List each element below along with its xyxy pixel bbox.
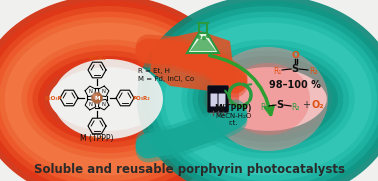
Text: PO₃R₂: PO₃R₂ [88,56,106,60]
Text: S: S [276,100,284,110]
FancyBboxPatch shape [208,85,228,113]
Polygon shape [53,59,163,139]
Text: M: M [94,96,100,100]
Text: R = Et, H: R = Et, H [138,68,170,74]
Polygon shape [226,63,310,135]
Text: Soluble and reusable porphyrin photocatalysts: Soluble and reusable porphyrin photocata… [34,163,344,176]
Polygon shape [187,33,219,53]
Polygon shape [208,47,328,151]
Circle shape [203,37,206,39]
Circle shape [92,93,102,103]
Circle shape [93,94,98,98]
Text: M(TPPP): M(TPPP) [214,104,252,113]
Text: r.t.: r.t. [228,120,238,126]
Text: S: S [291,64,299,74]
Polygon shape [190,39,216,51]
Text: R₂: R₂ [309,68,317,77]
Text: R₁: R₁ [273,68,281,77]
Text: N: N [101,89,105,94]
Circle shape [206,35,209,37]
Text: O: O [291,50,299,60]
Text: MeCN-H₂O: MeCN-H₂O [215,113,251,119]
Text: +: + [302,100,310,110]
FancyBboxPatch shape [218,94,226,106]
Text: R₂: R₂ [292,102,300,111]
Text: R₁: R₁ [260,102,268,111]
Polygon shape [150,31,235,91]
Text: M = Pd, InCl, Co: M = Pd, InCl, Co [138,76,194,82]
Text: N: N [101,102,105,107]
Text: PO₃R₂: PO₃R₂ [132,96,150,100]
Text: R₂O₃P: R₂O₃P [44,96,62,100]
Text: 98–100 %: 98–100 % [269,80,321,90]
FancyBboxPatch shape [211,94,217,106]
Text: N: N [89,89,93,94]
Text: O₂: O₂ [312,100,324,110]
Text: N: N [89,102,93,107]
Text: M (TPPP): M (TPPP) [80,134,114,144]
Text: PO₃R₂: PO₃R₂ [88,136,106,142]
Circle shape [197,35,200,39]
